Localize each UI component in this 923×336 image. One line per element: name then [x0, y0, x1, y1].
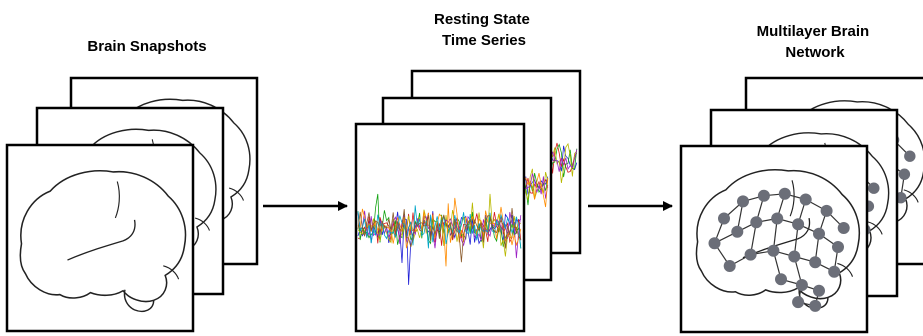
- network-node-icon: [809, 299, 822, 312]
- series-card-front: [354, 122, 526, 333]
- network-card-front: [679, 144, 869, 334]
- signal-trace: [357, 208, 522, 263]
- network-node-icon: [799, 193, 812, 206]
- network-node-icon: [744, 248, 757, 261]
- signal-trace: [357, 197, 522, 267]
- panel-title-time-series: Resting State Time Series: [434, 11, 534, 49]
- network-node-icon: [718, 212, 730, 225]
- network-node-icon: [731, 225, 744, 238]
- network-node-icon: [757, 189, 770, 202]
- network-node-icon: [898, 168, 911, 180]
- signal-trace: [357, 212, 522, 246]
- network-node-icon: [795, 279, 808, 291]
- network-node-icon: [750, 216, 763, 229]
- multilayer-network-panel: Multilayer Brain Network: [679, 23, 923, 334]
- network-node-icon: [723, 260, 736, 272]
- network-node-icon: [832, 241, 844, 253]
- time-series-panel: Resting State Time Series: [354, 11, 582, 333]
- network-node-icon: [775, 273, 787, 286]
- network-node-icon: [771, 212, 784, 225]
- panel-title-brain-snapshots: Brain Snapshots: [87, 38, 206, 55]
- snapshot-card-front: [5, 143, 195, 333]
- network-node-icon: [820, 204, 833, 217]
- network-node-icon: [809, 256, 822, 269]
- network-node-icon: [828, 265, 841, 278]
- network-node-icon: [813, 284, 825, 297]
- network-node-icon: [737, 195, 749, 208]
- signal-trace: [357, 205, 522, 249]
- network-node-icon: [767, 244, 780, 257]
- network-node-icon: [792, 218, 805, 231]
- network-node-icon: [792, 296, 805, 309]
- network-node-icon: [904, 150, 916, 162]
- panel-title-multilayer-network: Multilayer Brain Network: [757, 23, 874, 61]
- trace-plot-front: [357, 193, 522, 285]
- network-node-icon: [778, 187, 791, 200]
- network-node-icon: [868, 182, 880, 194]
- network-node-icon: [708, 237, 721, 250]
- network-node-icon: [813, 227, 825, 240]
- network-node-icon: [837, 222, 850, 234]
- brain-snapshots-panel: Brain Snapshots: [5, 38, 259, 333]
- signal-trace: [357, 211, 522, 285]
- network-node-icon: [788, 250, 801, 263]
